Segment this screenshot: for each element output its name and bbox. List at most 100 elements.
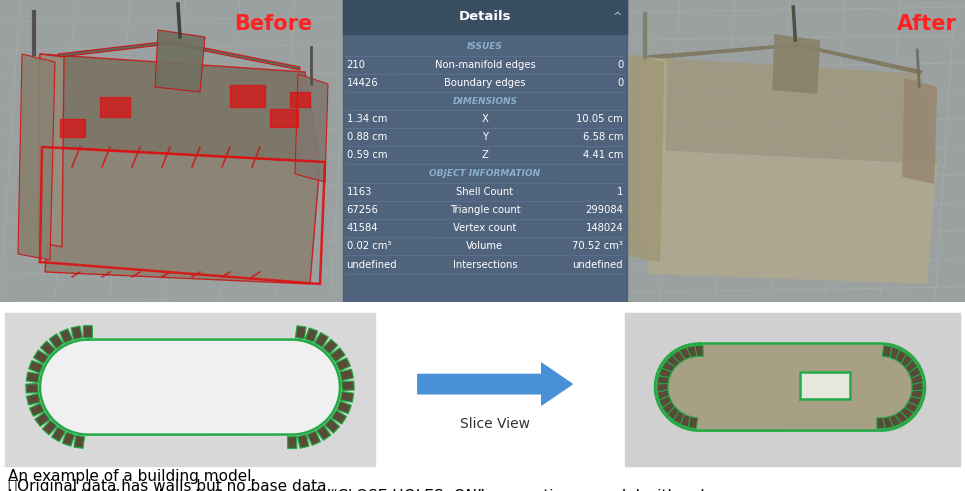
Polygon shape [288,436,297,448]
Bar [60,119,85,137]
Polygon shape [324,418,340,433]
Text: creating a model with volume.: creating a model with volume. [510,489,743,491]
Text: 0.88 cm: 0.88 cm [346,132,387,142]
Text: 67256: 67256 [346,205,378,215]
Polygon shape [49,334,64,349]
Text: After: After [897,14,957,34]
Text: 6.58 cm: 6.58 cm [583,132,623,142]
Polygon shape [674,411,686,424]
Polygon shape [342,381,354,390]
Text: 70.52 cm³: 70.52 cm³ [572,241,623,251]
Polygon shape [307,431,320,445]
Bar [5,313,375,466]
Text: OBJECT INFORMATION: OBJECT INFORMATION [429,169,540,179]
Polygon shape [40,340,340,435]
Polygon shape [40,54,320,162]
Polygon shape [26,372,40,382]
Polygon shape [895,350,907,363]
Text: Non-manifold edges: Non-manifold edges [434,60,536,70]
Polygon shape [627,54,664,262]
Text: 0: 0 [617,78,623,88]
Polygon shape [34,350,48,364]
Polygon shape [648,44,923,74]
Text: Intersections: Intersections [453,260,517,270]
Text: Slice View: Slice View [460,417,530,431]
Polygon shape [910,374,923,384]
Text: Y: Y [482,132,488,142]
Polygon shape [877,418,885,429]
Polygon shape [38,54,64,247]
Polygon shape [905,401,919,413]
Text: Vertex count: Vertex count [454,223,516,233]
Polygon shape [889,414,901,427]
Polygon shape [45,147,320,284]
Bar [625,313,960,466]
Polygon shape [315,332,328,347]
Polygon shape [317,425,331,440]
Polygon shape [330,348,345,362]
Text: Details: Details [458,10,511,24]
Text: ISSUES: ISSUES [467,43,503,52]
Text: X: X [482,114,488,124]
Bar [230,85,265,107]
Polygon shape [26,393,41,405]
Text: Shell Count: Shell Count [456,187,513,197]
Polygon shape [666,355,679,368]
Polygon shape [772,34,820,94]
Polygon shape [895,410,908,424]
Polygon shape [882,346,892,357]
Polygon shape [51,427,66,441]
Text: undefined: undefined [346,260,398,270]
Text: Image of the floor closed after fixing with “CLOSE HOLES: ON”: Image of the floor closed after fixing w… [8,489,484,491]
Polygon shape [35,412,50,426]
Text: 10.05 cm: 10.05 cm [576,114,623,124]
Polygon shape [911,389,923,398]
Text: Boundary edges: Boundary edges [444,78,526,88]
Text: Volume: Volume [466,241,504,251]
Polygon shape [662,402,675,414]
Polygon shape [341,391,354,402]
Polygon shape [155,30,205,92]
Polygon shape [662,361,675,374]
Text: Triangle count: Triangle count [450,205,520,215]
Polygon shape [29,360,43,373]
Polygon shape [83,326,93,338]
Text: 148024: 148024 [586,223,623,233]
Polygon shape [659,396,673,408]
Polygon shape [908,395,922,406]
Text: ・Original data has walls but no base data.: ・Original data has walls but no base dat… [8,479,331,491]
Polygon shape [688,417,698,429]
Polygon shape [648,57,937,164]
Polygon shape [340,369,353,381]
Text: 0.02 cm³: 0.02 cm³ [346,241,391,251]
Text: Before: Before [234,14,313,34]
Bar [343,0,627,302]
Polygon shape [63,432,74,446]
Polygon shape [41,341,55,355]
Polygon shape [74,436,85,448]
Text: 1: 1 [617,187,623,197]
Polygon shape [900,406,914,419]
Text: An example of a building model.: An example of a building model. [8,469,257,484]
Bar [0,0,343,302]
Polygon shape [899,354,913,368]
Polygon shape [889,347,899,360]
Polygon shape [657,390,670,400]
Text: 0.59 cm: 0.59 cm [346,150,387,160]
Polygon shape [42,420,57,435]
Polygon shape [680,414,692,427]
Polygon shape [657,383,668,392]
Text: ^: ^ [613,12,622,22]
Polygon shape [295,74,328,182]
Polygon shape [332,410,346,424]
Polygon shape [305,328,317,342]
Text: 41584: 41584 [346,223,378,233]
Text: Z: Z [482,150,488,160]
Polygon shape [30,403,44,416]
Text: 0: 0 [617,60,623,70]
Polygon shape [657,376,669,385]
Text: DIMENSIONS: DIMENSIONS [453,98,517,107]
Polygon shape [883,416,894,429]
Polygon shape [902,78,937,184]
Polygon shape [295,326,306,339]
